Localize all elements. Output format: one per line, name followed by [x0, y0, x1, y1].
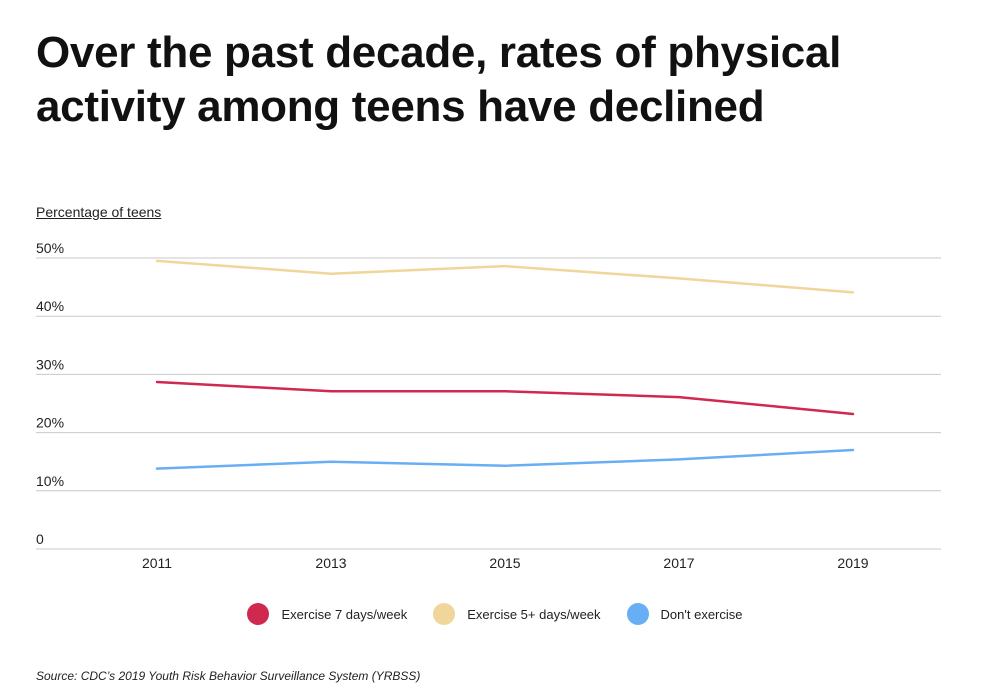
y-tick-label: 10%	[36, 473, 64, 489]
series-line-2	[155, 259, 855, 294]
x-tick-label: 2011	[142, 555, 172, 571]
chart-title: Over the past decade, rates of physical …	[36, 28, 842, 131]
y-tick-label: 0	[36, 531, 44, 547]
legend-swatch	[626, 603, 649, 625]
series-line-3	[155, 448, 855, 470]
y-tick-label: 40%	[36, 298, 64, 314]
y-tick-label: 30%	[36, 356, 64, 372]
x-tick-label: 2015	[489, 555, 520, 571]
x-axis-ticks: 2011 2013 2015 2017 2019	[142, 555, 869, 571]
series-line-1	[155, 380, 855, 416]
x-tick-label: 2017	[663, 555, 694, 571]
legend-label: Exercise 5+ days/week	[467, 606, 601, 622]
legend-item: Don't exercise	[626, 603, 743, 625]
y-tick-label: 50%	[36, 240, 64, 256]
legend-swatch	[247, 603, 270, 625]
legend: Exercise 7 days/week Exercise 5+ days/wee…	[0, 603, 990, 625]
legend-item: Exercise 7 days/week	[247, 603, 407, 625]
y-axis-title: Percentage of teens	[36, 204, 162, 220]
legend-label: Exercise 7 days/week	[281, 606, 408, 622]
series-lines	[155, 259, 855, 470]
x-tick-label: 2019	[837, 555, 868, 571]
legend-item: Exercise 5+ days/week	[433, 603, 601, 625]
legend-swatch	[433, 603, 456, 625]
y-tick-label: 20%	[36, 415, 64, 431]
gridlines	[36, 257, 941, 550]
y-axis-ticks: 0 10% 20% 30% 40% 50%	[36, 240, 64, 547]
x-tick-label: 2013	[315, 555, 346, 571]
legend-label: Don't exercise	[660, 606, 743, 622]
source-note: Source: CDC’s 2019 Youth Risk Behavior S…	[36, 669, 421, 683]
line-chart: 0 10% 20% 30% 40% 50% 2011 2013 2015 2017 2019	[36, 240, 941, 571]
